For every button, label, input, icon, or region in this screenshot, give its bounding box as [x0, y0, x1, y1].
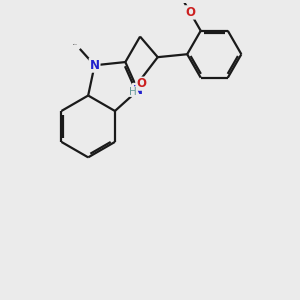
Text: N: N — [90, 59, 100, 72]
Text: N: N — [133, 84, 143, 97]
Text: O: O — [136, 77, 146, 90]
Text: H: H — [129, 87, 137, 97]
Text: O: O — [185, 6, 195, 19]
Text: methyl: methyl — [73, 44, 78, 45]
